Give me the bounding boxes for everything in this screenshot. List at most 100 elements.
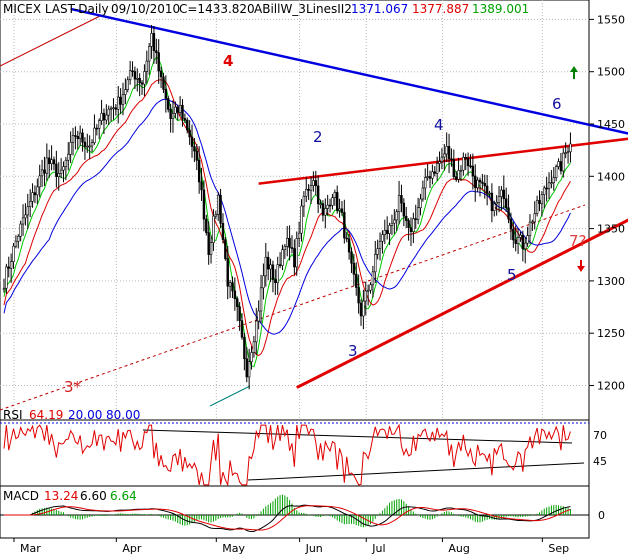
- price-bar: [314, 180, 317, 187]
- price-bars: [2, 25, 572, 390]
- price-bar: [376, 248, 379, 255]
- price-bar: [71, 135, 75, 143]
- price-bar: [274, 279, 277, 284]
- price-bar: [305, 189, 308, 197]
- price-bar: [478, 179, 482, 183]
- y-tick-label: 1250: [597, 327, 625, 340]
- price-bar: [24, 214, 27, 219]
- price-bar: [183, 118, 187, 121]
- price-bar: [112, 107, 115, 110]
- price-bar: [200, 181, 203, 191]
- price-bar: [497, 196, 501, 203]
- price-bar: [502, 189, 505, 200]
- price-bar: [78, 132, 82, 139]
- price-bar: [281, 249, 284, 266]
- x-tick-label: Aug: [448, 542, 469, 555]
- price-bar: [462, 157, 465, 171]
- y-tick-label: 1300: [597, 275, 625, 288]
- price-bar: [562, 152, 565, 172]
- price-bar: [428, 176, 432, 179]
- price-bar: [74, 135, 77, 137]
- price-bar: [159, 70, 163, 78]
- price-bar: [564, 152, 567, 154]
- chart-title: MICEX LAST-Daily: [3, 2, 109, 16]
- price-bar: [236, 298, 239, 307]
- price-bar: [431, 171, 434, 179]
- price-bar: [481, 181, 484, 184]
- price-bar: [95, 127, 99, 130]
- price-bar: [121, 94, 125, 105]
- price-bar: [207, 232, 210, 255]
- price-bar: [197, 160, 201, 183]
- x-tick-label: Jul: [371, 542, 385, 555]
- rsi-trend-top: [142, 429, 573, 444]
- price-bar: [493, 203, 496, 212]
- price-bar: [28, 201, 32, 208]
- price-bar: [414, 218, 417, 220]
- price-bar: [569, 143, 572, 153]
- price-bar: [264, 256, 267, 277]
- price-bar: [350, 251, 353, 264]
- price-bar: [124, 89, 127, 95]
- price-bar: [221, 223, 225, 240]
- price-bar: [252, 341, 256, 353]
- price-bar: [447, 146, 451, 160]
- price-bar: [395, 211, 398, 221]
- y-tick-label: 1200: [597, 380, 625, 393]
- price-bar: [136, 78, 139, 80]
- price-bar: [366, 289, 370, 292]
- price-bar: [495, 201, 498, 205]
- price-bar: [474, 175, 477, 189]
- price-bar: [100, 112, 103, 121]
- price-bar: [186, 119, 189, 131]
- price-bar: [421, 187, 425, 200]
- price-bar: [238, 306, 241, 321]
- price-bar: [309, 185, 313, 191]
- price-bar: [419, 198, 422, 209]
- price-bar: [369, 284, 372, 291]
- wave-label-7: 7?: [569, 232, 587, 250]
- price-bar: [516, 237, 520, 244]
- wave-label-5: 5: [507, 266, 517, 284]
- price-bar: [157, 52, 160, 72]
- price-bar: [67, 153, 70, 161]
- price-bar: [228, 282, 232, 287]
- price-bar: [167, 98, 170, 110]
- price-bar: [300, 205, 303, 234]
- price-bar: [531, 221, 534, 224]
- price-bar: [393, 219, 396, 224]
- time-axis: Mar Apr May Jun Jul Aug Sep: [13, 538, 569, 555]
- trendline-blue: [70, 7, 628, 135]
- price-bar: [209, 242, 213, 255]
- price-bar: [195, 150, 198, 161]
- price-bar: [340, 208, 344, 213]
- price-bar: [43, 169, 46, 174]
- price-bar: [81, 132, 84, 143]
- price-bar: [454, 176, 458, 180]
- price-bar: [559, 161, 563, 172]
- price-bar: [538, 200, 541, 204]
- price-bar: [321, 203, 325, 216]
- price-bar: [17, 236, 20, 242]
- price-bar: [359, 302, 363, 317]
- trendline-dashed: [0, 204, 586, 411]
- price-bar: [426, 176, 429, 178]
- price-bar: [295, 238, 298, 268]
- price-bar: [162, 76, 165, 90]
- price-bar: [138, 78, 141, 84]
- price-bar: [107, 108, 110, 116]
- price-bar: [405, 215, 408, 221]
- price-bar: [114, 107, 118, 110]
- rsi-trend-bottom: [247, 462, 585, 481]
- price-bar: [385, 230, 389, 234]
- price-bar: [76, 136, 79, 139]
- price-bar: [374, 254, 377, 273]
- price-bar: [328, 204, 332, 207]
- price-bar: [269, 264, 272, 270]
- price-bar: [519, 234, 522, 238]
- price-bar: [547, 182, 551, 189]
- price-bar: [50, 159, 53, 164]
- price-bar: [14, 240, 18, 247]
- price-bar: [466, 158, 470, 167]
- price-bar: [469, 165, 472, 168]
